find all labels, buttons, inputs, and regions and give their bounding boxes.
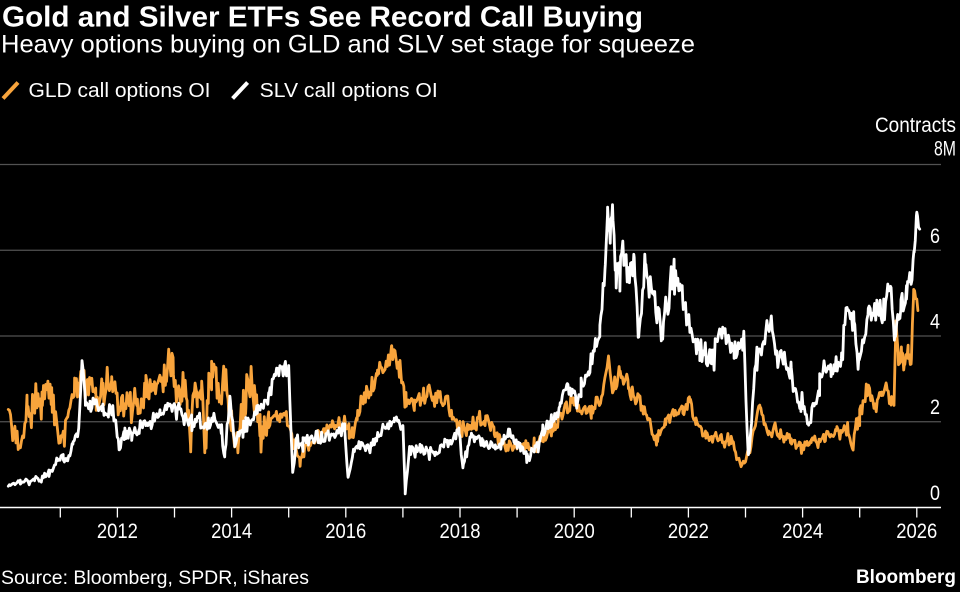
svg-text:2020: 2020 (554, 520, 595, 543)
svg-text:4: 4 (930, 311, 940, 334)
svg-text:SLV call options OI: SLV call options OI (260, 80, 438, 102)
svg-text:Heavy options buying on GLD an: Heavy options buying on GLD and SLV set … (1, 31, 695, 59)
svg-text:Contracts: Contracts (875, 114, 956, 137)
svg-text:0: 0 (930, 482, 940, 505)
svg-text:Source: Bloomberg, SPDR, iShar: Source: Bloomberg, SPDR, iShares (1, 568, 309, 589)
svg-text:GLD call options OI: GLD call options OI (29, 80, 211, 102)
svg-text:2024: 2024 (782, 520, 823, 543)
svg-text:2: 2 (930, 396, 940, 419)
svg-text:2012: 2012 (97, 520, 138, 543)
svg-text:2026: 2026 (896, 520, 937, 543)
svg-text:8M: 8M (934, 137, 956, 160)
svg-text:2014: 2014 (211, 520, 252, 543)
svg-text:Gold and Silver ETFs See Recor: Gold and Silver ETFs See Record Call Buy… (2, 1, 643, 33)
svg-text:6: 6 (930, 225, 940, 248)
svg-text:2018: 2018 (440, 520, 481, 543)
svg-text:2016: 2016 (325, 520, 366, 543)
svg-text:2022: 2022 (668, 520, 709, 543)
svg-text:Bloomberg: Bloomberg (856, 567, 956, 588)
